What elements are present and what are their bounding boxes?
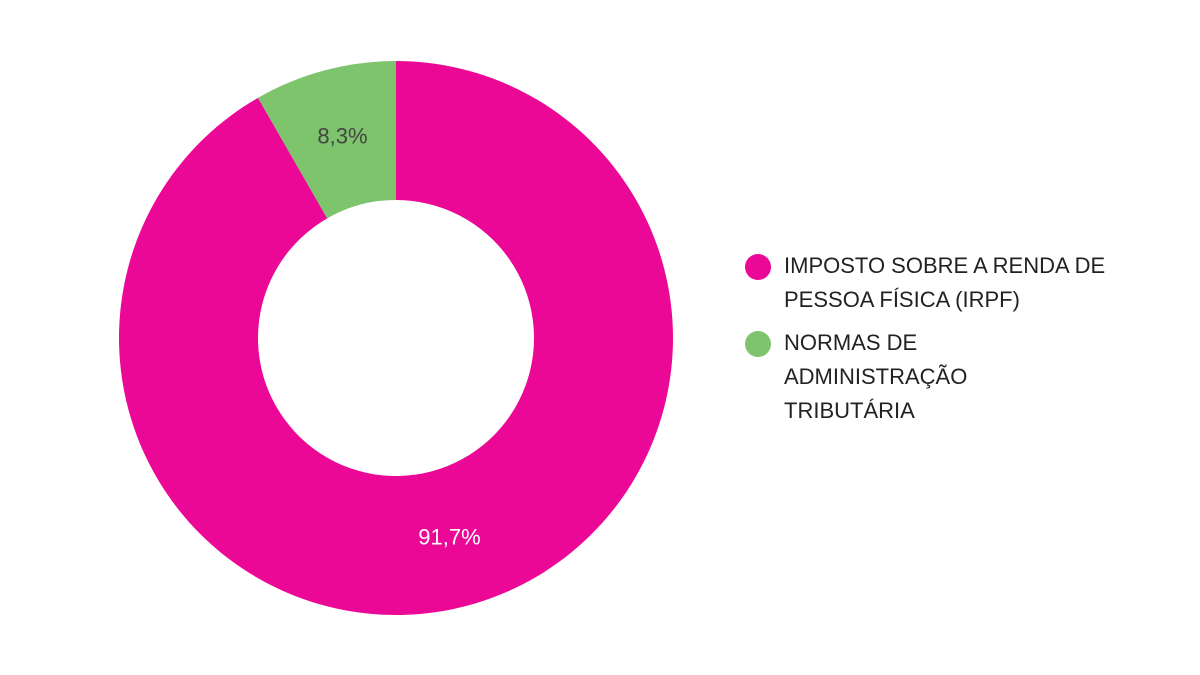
legend-label-normas: NORMAS DE ADMINISTRAÇÃO TRIBUTÁRIA bbox=[784, 330, 968, 423]
donut-slice-1[interactable] bbox=[258, 61, 396, 219]
donut-slices bbox=[119, 61, 674, 615]
legend-label-irpf: IMPOSTO SOBRE A RENDA DE PESSOA FÍSICA (… bbox=[784, 253, 1106, 312]
donut-slice-label-1: 8,3% bbox=[317, 123, 367, 148]
legend-swatch-normas bbox=[745, 331, 771, 357]
legend-item-irpf[interactable]: IMPOSTO SOBRE A RENDA DE PESSOA FÍSICA (… bbox=[745, 252, 1185, 317]
legend: IMPOSTO SOBRE A RENDA DE PESSOA FÍSICA (… bbox=[745, 252, 1185, 440]
donut-slice-0[interactable] bbox=[119, 61, 674, 615]
donut-chart: 91,7% 8,3% bbox=[119, 61, 674, 615]
donut-slice-labels: 91,7% 8,3% bbox=[317, 123, 480, 549]
legend-swatch-irpf bbox=[745, 254, 771, 280]
donut-slice-label-0: 91,7% bbox=[418, 524, 480, 549]
legend-item-normas[interactable]: NORMAS DE ADMINISTRAÇÃO TRIBUTÁRIA bbox=[745, 329, 1185, 428]
